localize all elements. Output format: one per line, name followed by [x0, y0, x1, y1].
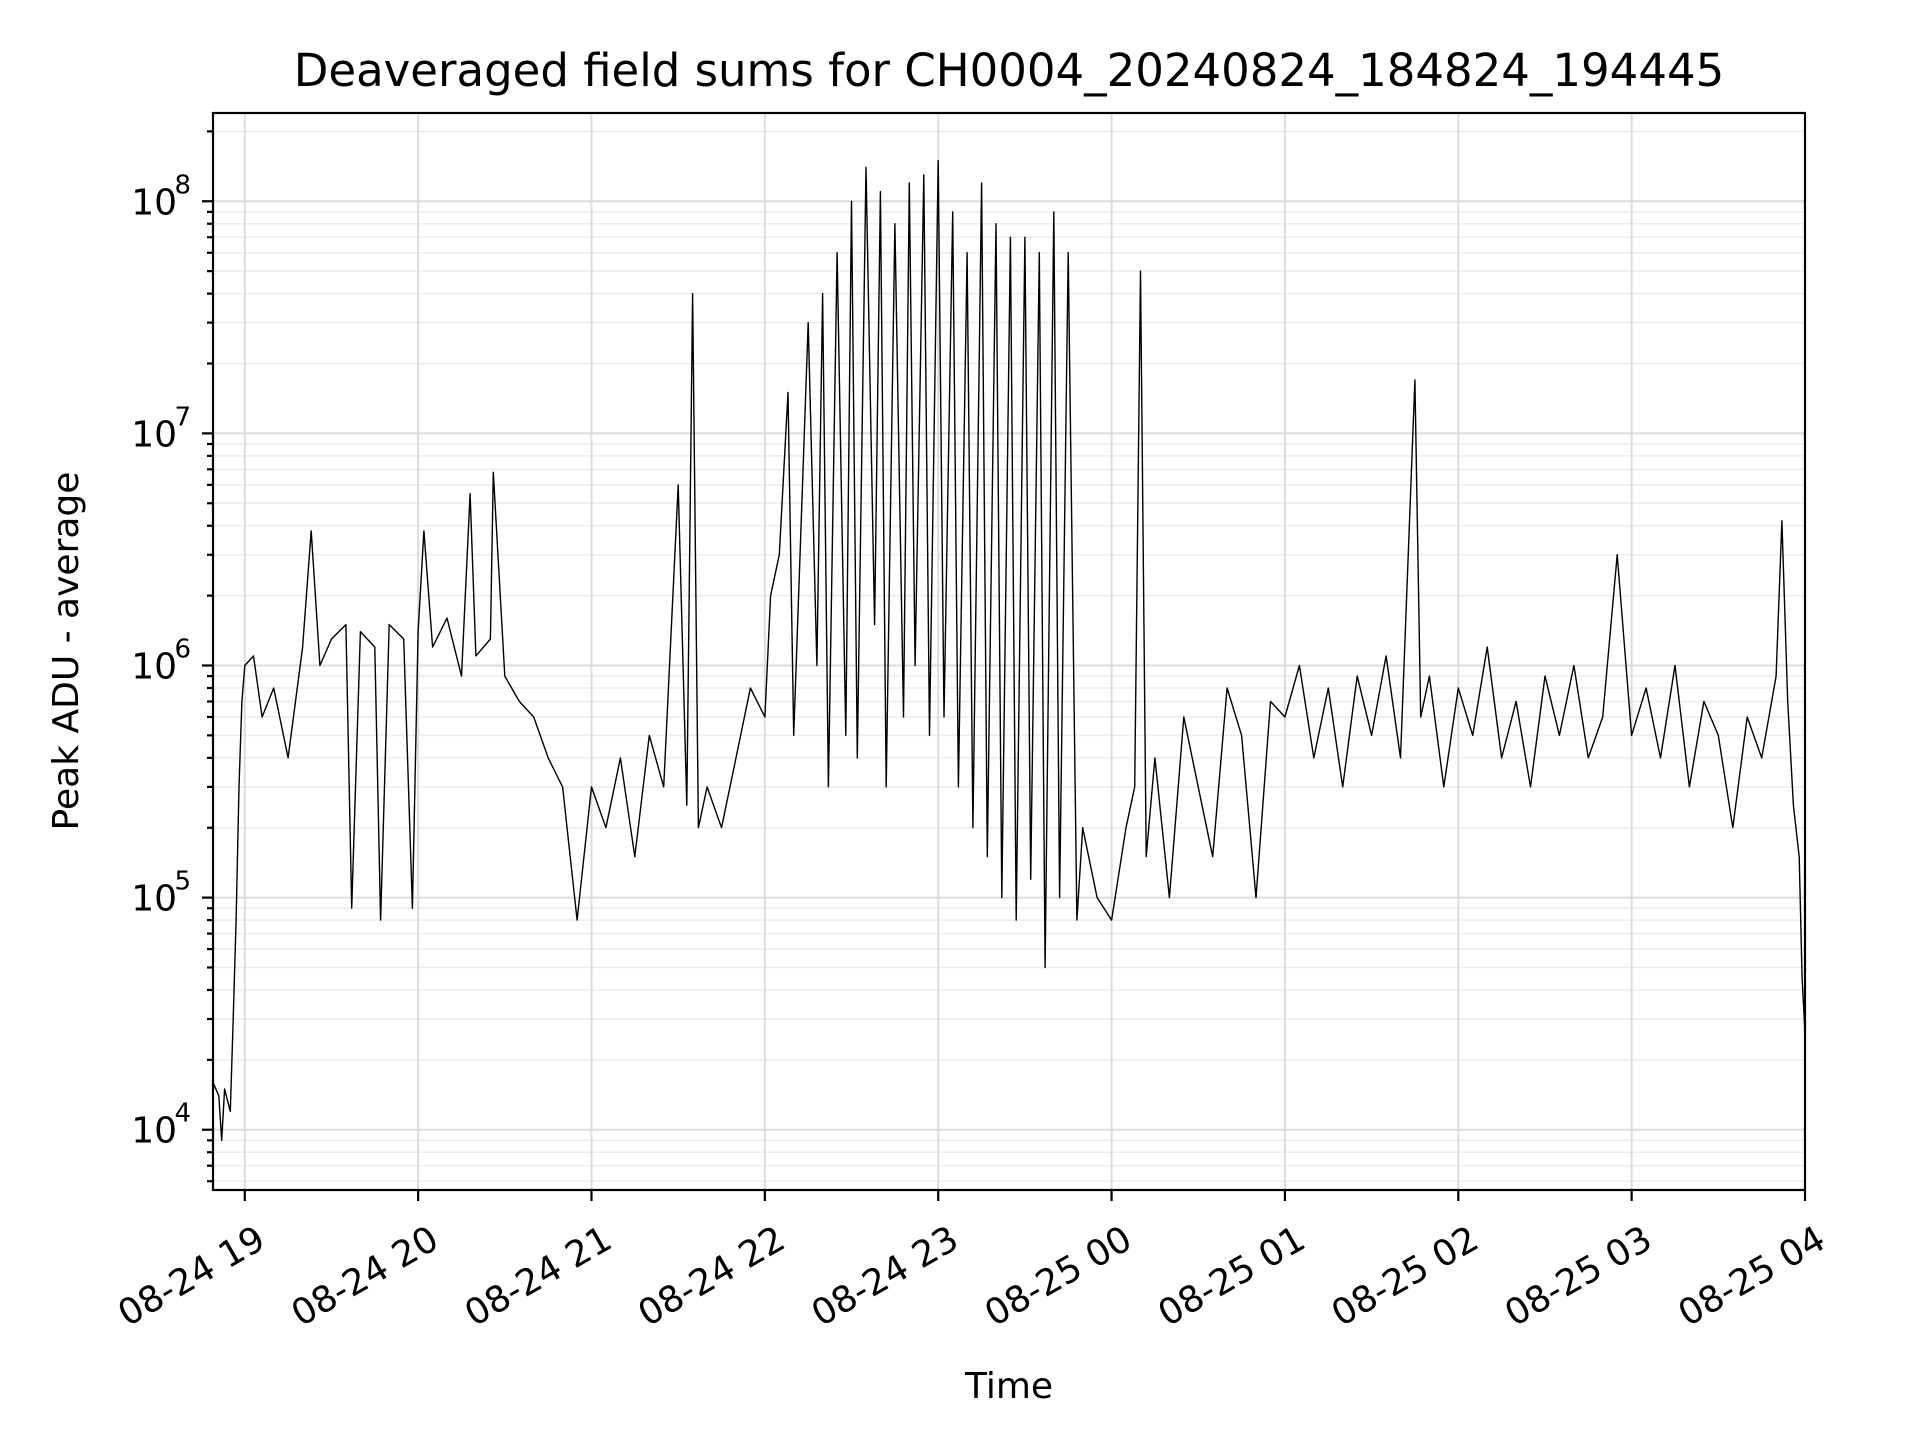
- y-tick-exponent: 7: [174, 402, 191, 432]
- series-line: [212, 159, 1806, 1142]
- series-layer: [212, 159, 1806, 1142]
- grid: [213, 113, 1806, 1190]
- y-tick-label: 10: [131, 646, 177, 687]
- x-tick-label: 08-25 03: [1498, 1218, 1659, 1334]
- y-tick-label: 10: [131, 414, 177, 455]
- x-tick-label: 08-24 22: [631, 1218, 792, 1334]
- y-tick-label: 10: [131, 879, 177, 920]
- y-axis-label: Peak ADU - average: [46, 472, 87, 831]
- x-tick-label: 08-24 19: [111, 1218, 272, 1334]
- x-tick-label: 08-24 21: [458, 1218, 619, 1334]
- y-tick-exponent: 5: [174, 867, 191, 897]
- y-tick-label: 10: [131, 182, 177, 223]
- y-tick-exponent: 8: [174, 170, 191, 200]
- chart-title: Deaveraged field sums for CH0004_2024082…: [294, 44, 1724, 97]
- x-tick-label: 08-25 02: [1325, 1218, 1486, 1334]
- x-tick-label: 08-25 00: [978, 1218, 1139, 1334]
- y-tick-exponent: 4: [174, 1099, 191, 1129]
- y-tick-label: 10: [131, 1111, 177, 1152]
- x-axis-label: Time: [964, 1366, 1053, 1407]
- x-tick-label: 08-24 20: [285, 1218, 446, 1334]
- x-tick-label: 08-24 23: [805, 1218, 966, 1334]
- x-tick-label: 08-25 04: [1672, 1218, 1833, 1334]
- y-tick-exponent: 6: [174, 634, 191, 664]
- x-tick-label: 08-25 01: [1152, 1218, 1313, 1334]
- plot-frame: [211, 111, 1807, 1192]
